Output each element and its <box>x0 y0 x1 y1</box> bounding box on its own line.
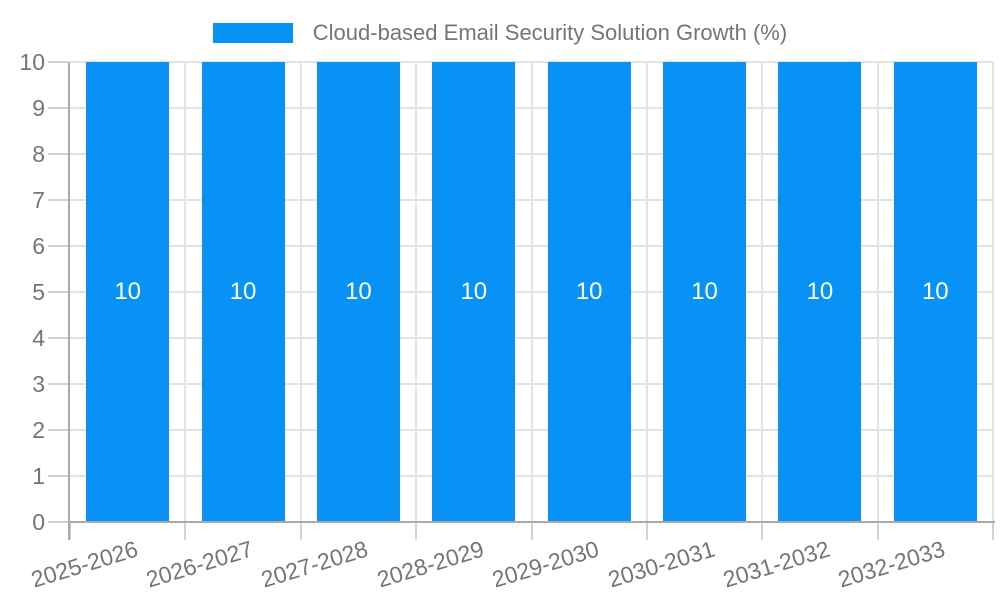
y-tick-label: 2 <box>32 417 45 443</box>
x-tick-mark <box>299 523 302 540</box>
bar[interactable]: 10 <box>201 62 285 522</box>
legend: Cloud-based Email Security Solution Grow… <box>0 17 1000 49</box>
y-tick-mark <box>48 199 68 201</box>
bar[interactable]: 10 <box>316 62 400 522</box>
x-tick-mark <box>69 523 71 540</box>
y-tick-mark <box>48 107 68 109</box>
x-tick-label: 2031-2032 <box>719 535 833 593</box>
legend-label: Cloud-based Email Security Solution Grow… <box>312 20 788 45</box>
y-tick-mark <box>48 475 68 477</box>
y-tick-mark <box>48 521 68 523</box>
bar-value-label: 10 <box>806 278 834 305</box>
y-tick-label: 9 <box>32 95 45 121</box>
x-tick-mark <box>876 523 879 540</box>
legend-swatch <box>212 23 293 43</box>
x-tick-label: 2026-2027 <box>143 535 256 593</box>
y-tick-mark <box>48 245 68 247</box>
x-tick-mark <box>645 523 648 540</box>
x-tick-label: 2030-2031 <box>604 535 718 593</box>
bar-value-label: 10 <box>460 278 488 305</box>
y-tick-mark <box>48 61 68 63</box>
x-tick-label: 2028-2029 <box>373 535 487 593</box>
x-tick-mark <box>530 523 533 540</box>
y-tick-mark <box>48 153 68 155</box>
x-tick-mark <box>761 523 764 540</box>
y-tick-label: 10 <box>19 49 45 75</box>
x-tick-label: 2029-2030 <box>489 535 602 593</box>
x-tick-mark <box>184 523 187 540</box>
y-tick-label: 1 <box>32 463 45 489</box>
gridline-vertical <box>415 62 418 522</box>
y-tick-label: 5 <box>32 279 45 305</box>
bar[interactable]: 10 <box>778 62 862 522</box>
gridline-vertical <box>761 62 764 522</box>
y-tick-label: 3 <box>32 371 45 397</box>
bar[interactable]: 10 <box>663 62 747 522</box>
x-tick-label: 2032-2033 <box>835 535 949 593</box>
y-tick-label: 6 <box>32 233 45 259</box>
gridline-vertical <box>184 62 187 522</box>
bar-value-label: 10 <box>345 278 372 305</box>
bar-value-label: 10 <box>114 278 142 305</box>
gridline-vertical <box>299 62 302 522</box>
gridline-vertical <box>530 62 533 522</box>
x-tick-label: 2027-2028 <box>258 535 372 593</box>
bar[interactable]: 10 <box>432 62 516 522</box>
y-tick-mark <box>48 337 68 339</box>
x-tick-label: 2025-2026 <box>27 535 141 593</box>
y-tick-label: 4 <box>32 325 45 351</box>
bar[interactable]: 10 <box>86 62 170 522</box>
legend-item[interactable]: Cloud-based Email Security Solution Grow… <box>212 20 788 46</box>
gridline-vertical <box>645 62 648 522</box>
bar-value-label: 10 <box>691 278 718 305</box>
bar-value-label: 10 <box>229 278 257 305</box>
x-tick-mark <box>992 523 994 540</box>
y-axis-line <box>68 62 70 540</box>
y-tick-label: 8 <box>32 141 45 167</box>
bar[interactable]: 10 <box>893 62 977 522</box>
x-axis-line <box>68 521 995 523</box>
y-tick-mark <box>48 383 68 385</box>
y-tick-label: 0 <box>32 509 45 535</box>
y-tick-mark <box>48 291 68 293</box>
y-tick-mark <box>48 429 68 431</box>
bar-value-label: 10 <box>921 278 949 305</box>
y-tick-label: 7 <box>32 187 45 213</box>
bar[interactable]: 10 <box>547 62 631 522</box>
bar-value-label: 10 <box>575 278 603 305</box>
x-tick-mark <box>415 523 418 540</box>
gridline-vertical <box>876 62 879 522</box>
gridline-vertical <box>992 62 994 522</box>
